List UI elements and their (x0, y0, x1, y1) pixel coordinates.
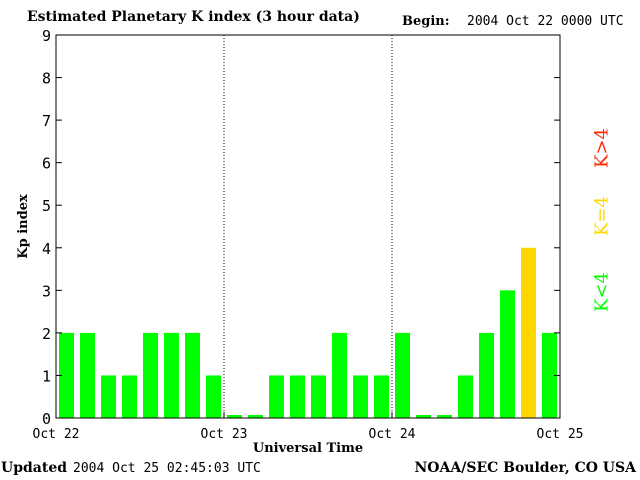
y-tick-label: 4 (42, 240, 51, 258)
begin-timestamp: 2004 Oct 22 0000 UTC (467, 14, 624, 29)
kp-bar (437, 415, 452, 418)
x-tick-label: Oct 24 (369, 427, 416, 442)
y-tick-label: 7 (42, 112, 51, 130)
kp-bar (311, 375, 326, 418)
chart-title: Estimated Planetary K index (3 hour data… (27, 9, 360, 25)
x-axis-label: Universal Time (253, 441, 363, 456)
kp-bar (353, 375, 368, 418)
kp-bar (143, 332, 158, 418)
legend-high-label: K>4 (591, 128, 613, 168)
credit-text: NOAA/SEC Boulder, CO USA (414, 460, 637, 476)
y-tick-label: 1 (42, 367, 51, 385)
kp-bar (227, 415, 242, 418)
kp-bar (479, 332, 494, 418)
kp-bar (500, 290, 515, 418)
x-tick-label: Oct 23 (201, 427, 248, 442)
y-axis-label: Kp index (16, 194, 31, 259)
kp-bar (458, 375, 473, 418)
kp-bar (332, 332, 347, 418)
x-tick-label: Oct 22 (33, 427, 80, 442)
kp-bar (269, 375, 284, 418)
y-tick-label: 0 (42, 410, 51, 428)
kp-bar (101, 375, 116, 418)
kp-bar (248, 415, 263, 418)
kp-bar (206, 375, 221, 418)
kp-bar (395, 332, 410, 418)
begin-label: Begin: (402, 14, 450, 29)
y-tick-label: 9 (42, 27, 51, 45)
kp-bar (542, 332, 557, 418)
kp-bar (374, 375, 389, 418)
updated-timestamp: 2004 Oct 25 02:45:03 UTC (73, 461, 261, 476)
kp-bar (59, 332, 74, 418)
updated-label: Updated (1, 460, 68, 476)
kp-bar (416, 415, 431, 418)
x-tick-label: Oct 25 (537, 427, 584, 442)
kp-bar (185, 332, 200, 418)
y-tick-label: 3 (42, 282, 51, 300)
y-tick-label: 2 (42, 325, 51, 343)
kp-bar (164, 332, 179, 418)
plot-frame (55, 34, 561, 419)
kp-bar (521, 247, 536, 418)
kp-bar (290, 375, 305, 418)
y-tick-label: 6 (42, 155, 51, 173)
y-tick-label: 5 (42, 197, 51, 215)
kp-bar (80, 332, 95, 418)
legend-low-label: K<4 (591, 272, 613, 312)
kp-bar (122, 375, 137, 418)
y-tick-label: 8 (42, 70, 51, 88)
legend-mid-label: K=4 (591, 196, 613, 236)
